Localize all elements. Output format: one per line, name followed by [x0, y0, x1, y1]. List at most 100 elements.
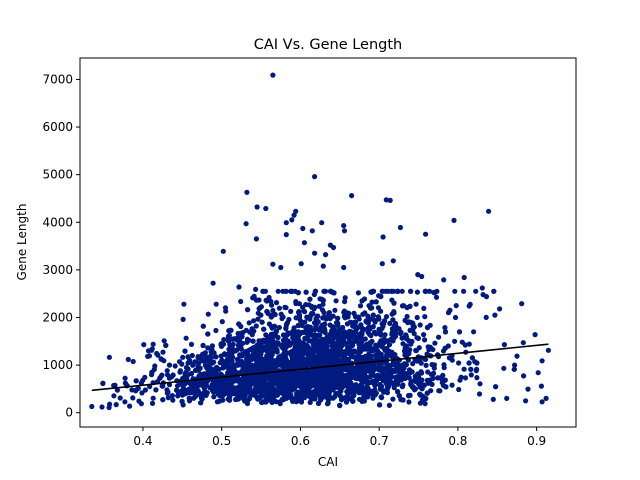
data-point: [307, 314, 313, 320]
data-point: [188, 341, 195, 347]
data-point: [319, 391, 325, 397]
data-point: [239, 351, 245, 358]
data-point: [268, 312, 274, 319]
data-point: [493, 384, 499, 390]
data-point: [267, 348, 273, 354]
data-point: [330, 371, 336, 378]
data-point: [407, 347, 413, 353]
data-points: [89, 72, 552, 411]
data-point: [113, 402, 119, 408]
data-point: [442, 325, 448, 331]
data-point: [387, 363, 393, 369]
data-point: [389, 288, 395, 294]
data-point: [383, 197, 389, 203]
data-point: [292, 343, 299, 349]
data-point: [423, 362, 429, 368]
data-point: [226, 338, 232, 344]
data-point: [406, 399, 412, 405]
data-point: [183, 335, 189, 341]
data-point: [269, 395, 275, 401]
data-point: [457, 377, 463, 383]
data-point: [322, 321, 328, 327]
data-point: [235, 386, 241, 392]
data-point: [283, 358, 289, 364]
data-point: [100, 380, 106, 386]
data-point: [269, 399, 275, 405]
data-point: [256, 297, 262, 303]
data-point: [295, 353, 301, 359]
data-point: [219, 319, 225, 325]
data-point: [359, 298, 365, 304]
data-point: [480, 292, 486, 298]
data-point: [309, 228, 315, 234]
data-point: [346, 329, 353, 335]
data-point: [378, 338, 384, 344]
data-point: [372, 383, 378, 389]
data-point: [327, 366, 333, 373]
data-point: [391, 300, 397, 306]
data-point: [423, 231, 429, 237]
data-point: [367, 326, 373, 332]
data-point: [164, 390, 170, 396]
data-point: [313, 316, 319, 322]
data-point: [278, 311, 284, 317]
data-point: [535, 370, 541, 376]
data-point: [160, 397, 166, 403]
data-point: [339, 397, 345, 403]
data-point: [180, 385, 186, 391]
data-point: [426, 347, 432, 353]
data-point: [263, 394, 269, 400]
data-point: [333, 298, 339, 304]
data-point: [421, 305, 427, 311]
data-point: [373, 299, 379, 305]
data-point: [319, 307, 325, 313]
data-point: [291, 212, 297, 218]
data-point: [284, 332, 290, 338]
data-point: [275, 334, 281, 341]
data-point: [370, 288, 377, 294]
data-point: [461, 366, 467, 372]
data-point: [170, 372, 176, 378]
data-point: [449, 382, 455, 388]
data-point: [385, 380, 391, 386]
data-point: [209, 382, 215, 388]
data-point: [179, 361, 185, 367]
data-point: [273, 300, 280, 306]
data-point: [223, 379, 229, 385]
data-point: [263, 205, 269, 212]
data-point: [261, 326, 267, 332]
data-point: [106, 404, 112, 411]
data-point: [399, 335, 405, 341]
data-point: [352, 374, 358, 380]
data-point: [221, 337, 227, 343]
data-point: [295, 372, 301, 378]
data-point: [425, 380, 432, 386]
data-point: [253, 323, 259, 329]
data-point: [185, 354, 191, 360]
data-point: [411, 331, 417, 337]
data-point: [501, 365, 507, 371]
data-point: [160, 349, 166, 355]
data-point: [320, 263, 326, 269]
data-point: [504, 395, 510, 401]
data-point: [210, 389, 217, 395]
data-point: [347, 367, 353, 374]
y-axis-label: Gene Length: [15, 204, 29, 281]
data-point: [344, 376, 350, 382]
data-point: [325, 400, 331, 406]
data-point: [288, 308, 294, 314]
data-point: [260, 288, 266, 294]
data-point: [237, 345, 243, 351]
data-point: [479, 285, 485, 291]
data-point: [251, 328, 257, 334]
data-point: [230, 336, 236, 342]
y-tick-label: 0: [65, 406, 73, 420]
data-point: [262, 374, 268, 380]
data-point: [352, 370, 358, 376]
data-point: [370, 348, 376, 354]
data-point: [452, 338, 458, 344]
data-point: [251, 318, 257, 324]
data-point: [129, 387, 135, 393]
data-point: [299, 356, 305, 362]
data-point: [298, 261, 304, 267]
